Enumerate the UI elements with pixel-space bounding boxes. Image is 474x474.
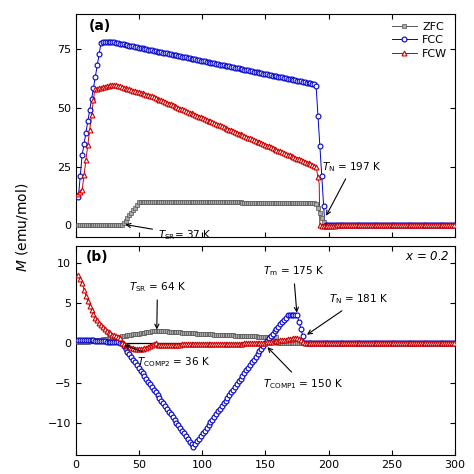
Text: (a): (a) (89, 19, 111, 33)
Text: $T_{\rm SR}$ = 64 K: $T_{\rm SR}$ = 64 K (129, 281, 186, 328)
Text: $x$ = 0.2: $x$ = 0.2 (404, 250, 449, 264)
Text: $M$ (emu/mol): $M$ (emu/mol) (14, 183, 30, 272)
Text: $T_{\rm N}$ = 181 K: $T_{\rm N}$ = 181 K (308, 292, 388, 334)
Text: (b): (b) (86, 250, 109, 264)
Text: $T_{\rm N}$ = 197 K: $T_{\rm N}$ = 197 K (322, 160, 382, 215)
Text: $T_{\rm COMP1}$ = 150 K: $T_{\rm COMP1}$ = 150 K (263, 348, 343, 391)
Legend: ZFC, FCC, FCW: ZFC, FCC, FCW (390, 20, 449, 61)
Text: $T_{\rm m}$ = 175 K: $T_{\rm m}$ = 175 K (263, 264, 324, 311)
Text: $T_{\rm COMP2}$ = 36 K: $T_{\rm COMP2}$ = 36 K (125, 345, 210, 369)
Text: $T_{\rm SR}$= 37 K: $T_{\rm SR}$= 37 K (127, 223, 212, 242)
